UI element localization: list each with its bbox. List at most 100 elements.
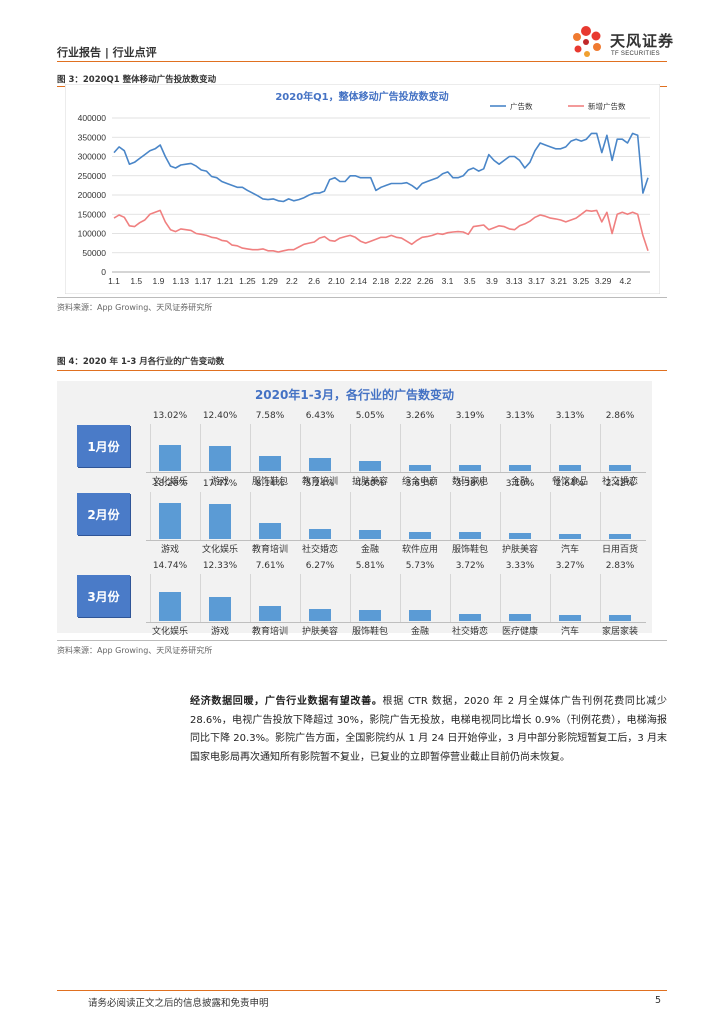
column-separator — [250, 492, 251, 540]
industry-category-label: 社交婚恋 — [301, 545, 338, 555]
bar-value-label: 17.47% — [202, 479, 238, 489]
figure4-caption: 图 4：2020 年 1-3 月各行业的广告变动数 — [57, 357, 225, 367]
bar-value-label: 5.81% — [355, 561, 385, 571]
industry-bar — [609, 615, 631, 621]
category-underline — [196, 622, 246, 623]
x-tick-label: 3.29 — [595, 276, 612, 286]
industry-column: 2.86% 社交婚恋 — [593, 411, 647, 491]
industry-column: 17.47% 文化娱乐 — [193, 479, 247, 559]
y-tick-label: 250000 — [78, 171, 107, 181]
x-tick-label: 3.9 — [486, 276, 498, 286]
column-separator — [350, 424, 351, 472]
bar-value-label: 3.13% — [555, 411, 585, 421]
industry-category-label: 综合电商 — [401, 477, 438, 487]
column-separator — [200, 574, 201, 622]
figure4-chart-title: 2020年1-3月，各行业的广告数变动 — [254, 388, 455, 402]
industry-category-label: 文化娱乐 — [201, 545, 238, 555]
legend-label: 广告数 — [510, 101, 533, 111]
industry-column: 5.81% 服饰鞋包 — [343, 561, 397, 641]
industry-bar — [409, 464, 431, 471]
column-separator — [550, 574, 551, 622]
bar-value-label: 7.58% — [255, 411, 285, 421]
bar-value-label: 6.43% — [305, 411, 335, 421]
industry-column: 12.33% 游戏 — [193, 561, 247, 641]
series-line-1 — [113, 132, 649, 203]
column-separator — [550, 424, 551, 472]
x-tick-label: 4.2 — [619, 276, 631, 286]
category-underline — [246, 540, 296, 541]
category-underline — [246, 472, 296, 473]
x-tick-label: 1.13 — [172, 276, 189, 286]
industry-category-label: 护肤美容 — [351, 477, 388, 487]
column-separator — [450, 492, 451, 540]
bar-value-label: 2.83% — [605, 561, 635, 571]
column-separator — [150, 574, 151, 622]
figure3-source: 资料来源：App Growing、天风证券研究所 — [57, 303, 213, 312]
industry-category-label: 教育培训 — [251, 627, 288, 637]
bar-value-label: 6.27% — [305, 561, 335, 571]
industry-bar — [609, 534, 631, 539]
category-underline — [296, 540, 346, 541]
category-underline — [296, 622, 346, 623]
column-separator — [400, 424, 401, 472]
chart-title: 2020年Q1，整体移动广告投放数变动 — [275, 90, 448, 103]
category-underline — [196, 472, 246, 473]
bar-value-label: 3.13% — [505, 411, 535, 421]
y-tick-label: 150000 — [78, 209, 107, 219]
category-underline — [596, 622, 646, 623]
category-underline — [346, 540, 396, 541]
industry-category-label: 汽车 — [560, 627, 579, 637]
x-tick-label: 1.25 — [239, 276, 256, 286]
bar-value-label: 4.60% — [355, 479, 385, 489]
x-tick-label: 1.21 — [217, 276, 234, 286]
industry-column: 7.58% 服饰鞋包 — [243, 411, 297, 491]
x-tick-label: 2.14 — [350, 276, 367, 286]
column-separator — [300, 492, 301, 540]
bar-value-label: 8.14% — [255, 479, 285, 489]
category-underline — [396, 622, 446, 623]
category-underline — [546, 472, 596, 473]
industry-category-label: 数码家电 — [451, 477, 488, 487]
industry-bar — [309, 608, 331, 621]
footer-divider — [57, 990, 667, 991]
industry-bar — [309, 458, 331, 471]
column-separator — [400, 492, 401, 540]
industry-category-label: 金融 — [360, 545, 379, 555]
industry-column: 8.14% 教育培训 — [243, 479, 297, 559]
industry-column: 2.42% 日用百货 — [593, 479, 647, 559]
figure3-source-divider — [57, 297, 667, 298]
report-section-label: 行业报告 | 行业点评 — [57, 46, 157, 59]
x-tick-label: 2.10 — [328, 276, 345, 286]
industry-bar — [459, 464, 481, 471]
column-separator — [500, 574, 501, 622]
industry-category-label: 游戏 — [210, 627, 229, 637]
x-tick-label: 2.2 — [286, 276, 298, 286]
bar-value-label: 7.61% — [255, 561, 285, 571]
industry-category-label: 餐饮食品 — [551, 477, 588, 487]
x-tick-label: 1.1 — [108, 276, 120, 286]
column-separator — [150, 492, 151, 540]
category-underline — [546, 622, 596, 623]
bar-value-label: 14.74% — [152, 561, 188, 571]
x-tick-label: 1.9 — [153, 276, 165, 286]
industry-category-label: 教育培训 — [301, 477, 338, 487]
category-underline — [346, 472, 396, 473]
industry-category-label: 金融 — [510, 477, 529, 487]
column-separator — [600, 424, 601, 472]
y-tick-label: 100000 — [78, 229, 107, 239]
industry-column: 6.27% 护肤美容 — [293, 561, 347, 641]
bar-value-label: 5.73% — [405, 561, 435, 571]
x-tick-label: 1.17 — [195, 276, 212, 286]
industry-category-label: 游戏 — [210, 477, 229, 487]
column-separator — [500, 424, 501, 472]
column-separator — [350, 492, 351, 540]
industry-bar — [209, 504, 231, 539]
x-tick-label: 2.22 — [395, 276, 412, 286]
category-underline — [196, 540, 246, 541]
paragraph-body: 根据 CTR 数据，2020 年 2 月全媒体广告刊例花费同比减少 28.6%，… — [190, 696, 668, 763]
industry-column: 3.72% 社交婚恋 — [443, 561, 497, 641]
y-tick-label: 200000 — [78, 190, 107, 200]
industry-bar — [459, 532, 481, 539]
bar-value-label: 18.20% — [152, 479, 188, 489]
industry-category-label: 服饰鞋包 — [451, 545, 488, 555]
